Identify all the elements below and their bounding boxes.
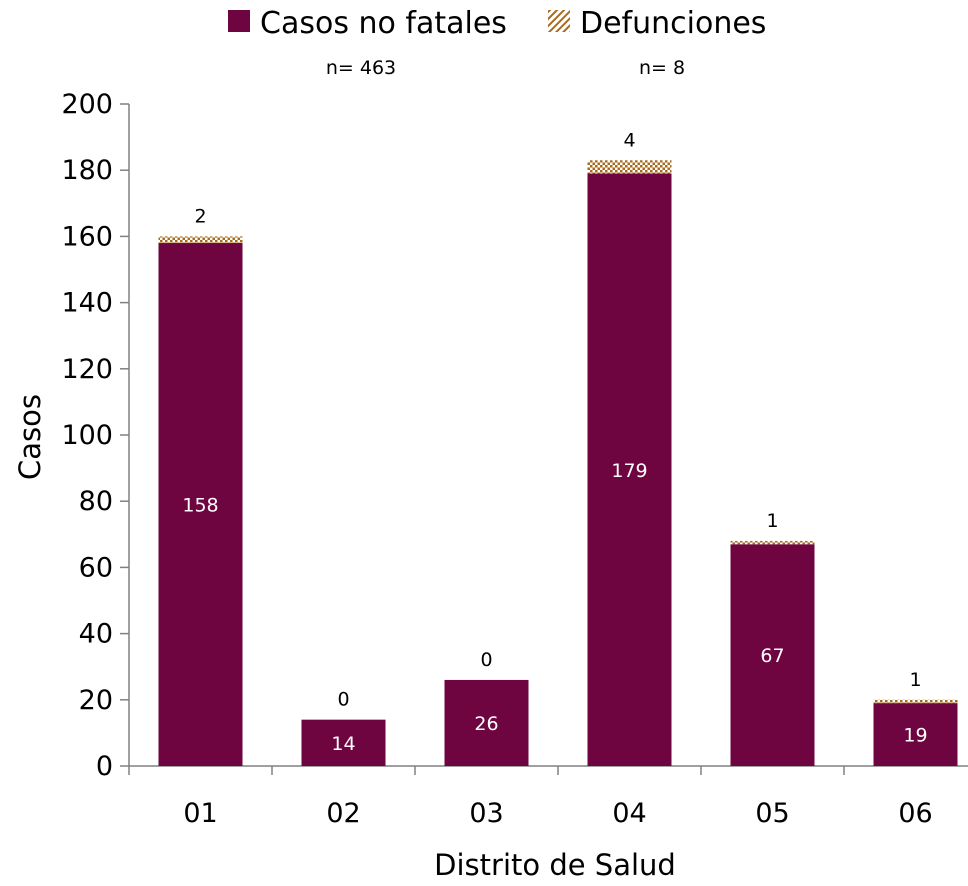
data-label-defunciones: 0 [337, 689, 349, 711]
legend-label-defunciones: Defunciones [580, 6, 766, 41]
bar-defunciones-01 [158, 236, 243, 244]
y-tick-label: 20 [79, 685, 113, 716]
y-tick-label: 180 [61, 155, 113, 186]
y-tick-label: 80 [79, 486, 113, 517]
data-label-defunciones: 2 [194, 205, 206, 227]
x-tick-label: 05 [755, 798, 789, 829]
x-tick-label: 02 [326, 798, 360, 829]
data-label-casos-no-fatales: 67 [760, 645, 784, 667]
y-tick-label: 120 [61, 354, 113, 385]
bar-defunciones-04 [587, 160, 672, 174]
x-tick-label: 03 [469, 798, 503, 829]
total-casos-no-fatales: n= 463 [326, 57, 396, 79]
x-tick-label: 06 [898, 798, 932, 829]
data-label-defunciones: 0 [480, 649, 492, 671]
y-tick-label: 200 [61, 89, 113, 120]
bar-defunciones-05 [730, 540, 815, 545]
y-tick-label: 140 [61, 288, 113, 319]
y-tick-label: 40 [79, 619, 113, 650]
data-label-casos-no-fatales: 19 [903, 725, 927, 747]
bar-casos-no-fatales-03 [444, 679, 529, 766]
legend-swatch-defunciones [548, 10, 570, 32]
y-axis-title: Casos [13, 394, 47, 480]
x-tick-label: 01 [183, 798, 217, 829]
legend: Casos no fatales Defunciones [228, 6, 766, 41]
legend-label-casos-no-fatales: Casos no fatales [260, 6, 507, 41]
bar-casos-no-fatales-02 [301, 719, 386, 766]
bar-defunciones-06 [873, 699, 958, 704]
y-tick-label: 60 [79, 552, 113, 583]
legend-swatch-casos-no-fatales [228, 10, 250, 32]
data-label-casos-no-fatales: 14 [331, 733, 355, 755]
data-label-defunciones: 1 [909, 669, 921, 691]
bars [158, 160, 958, 766]
data-label-casos-no-fatales: 26 [474, 713, 498, 735]
x-axis-title: Distrito de Salud [434, 848, 676, 882]
total-defunciones: n= 8 [639, 57, 685, 79]
x-tick-label: 04 [612, 798, 646, 829]
bar-casos-no-fatales-05 [730, 544, 815, 766]
bar-casos-no-fatales-06 [873, 703, 958, 766]
data-label-casos-no-fatales: 158 [182, 495, 218, 517]
y-tick-label: 160 [61, 221, 113, 252]
y-tick-label: 0 [96, 751, 113, 782]
bar-casos-no-fatales-04 [587, 173, 672, 766]
data-label-casos-no-fatales: 179 [611, 460, 647, 482]
bar-casos-no-fatales-01 [158, 243, 243, 766]
data-label-defunciones: 1 [766, 510, 778, 532]
data-label-defunciones: 4 [623, 129, 635, 151]
y-tick-label: 100 [61, 420, 113, 451]
data-labels: 158 2 14 0 26 0 179 4 67 1 19 1 [182, 129, 927, 755]
